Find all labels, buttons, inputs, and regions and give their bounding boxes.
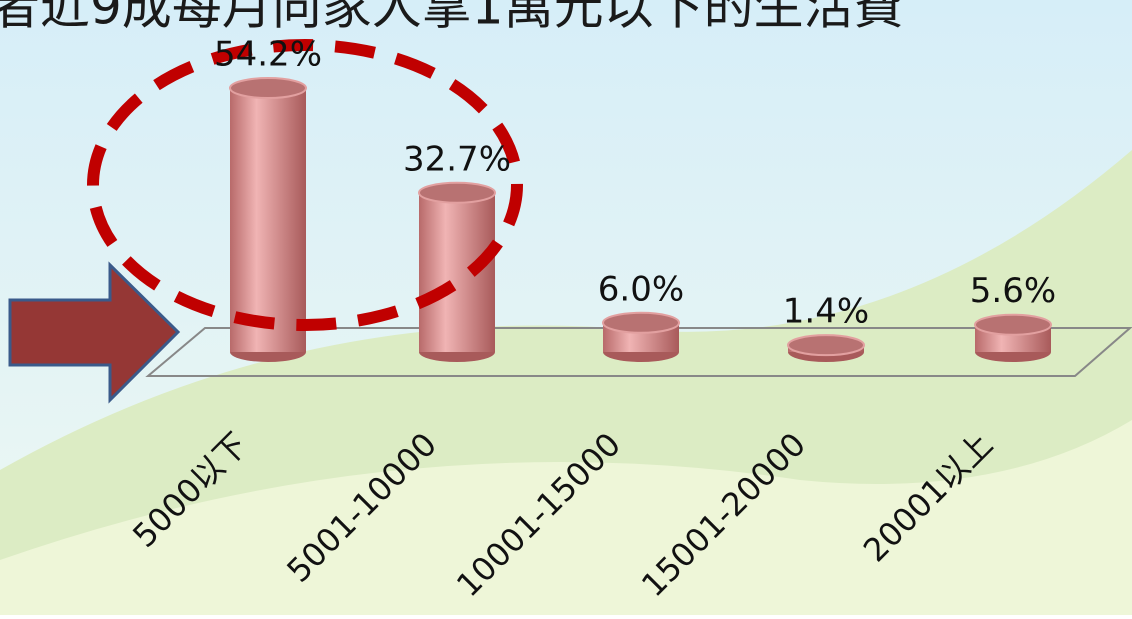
hill	[0, 420, 1132, 615]
bar-top	[602, 311, 680, 334]
bar-top	[787, 334, 865, 357]
arrow	[8, 261, 181, 404]
data-label: 1.4%	[783, 292, 869, 332]
bar	[787, 334, 865, 362]
data-label: 5.6%	[970, 271, 1056, 311]
data-label: 6.0%	[598, 269, 684, 309]
floor	[145, 327, 1132, 377]
bar	[602, 311, 680, 362]
bars	[229, 77, 1052, 362]
bar	[974, 313, 1052, 362]
bar-body	[230, 88, 306, 353]
highlight-ellipse	[87, 39, 523, 331]
bar	[418, 181, 496, 362]
bar-body	[419, 192, 495, 352]
bar-top	[974, 313, 1052, 336]
bar-top	[418, 181, 496, 204]
data-label: 54.2%	[214, 35, 322, 75]
bar-top	[229, 77, 307, 100]
data-label: 32.7%	[403, 139, 511, 179]
bar	[229, 77, 307, 362]
chart-title: 者近9成每月向家人拿1萬元以下的生活費	[0, 0, 904, 36]
